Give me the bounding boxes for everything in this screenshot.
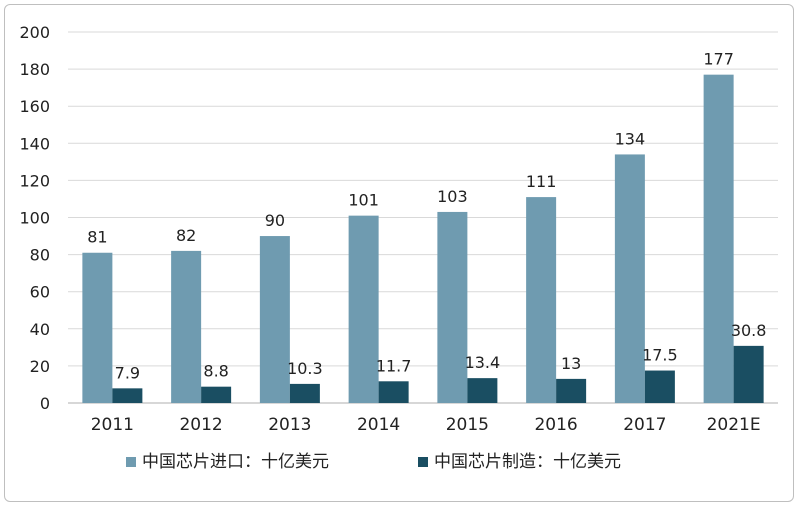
data-label-manufacturing: 13 bbox=[561, 354, 581, 373]
bar-imports bbox=[259, 236, 290, 403]
legend-label-imports: 中国芯片进口：十亿美元 bbox=[142, 452, 329, 472]
y-tick-label: 120 bbox=[19, 171, 50, 190]
y-tick-label: 200 bbox=[19, 23, 50, 42]
x-tick-label: 2016 bbox=[534, 415, 577, 435]
x-tick-label: 2011 bbox=[91, 415, 134, 435]
bars bbox=[82, 74, 764, 403]
bar-manufacturing bbox=[289, 383, 320, 403]
data-label-imports: 101 bbox=[348, 191, 379, 210]
legend-label-manufacturing: 中国芯片制造：十亿美元 bbox=[434, 452, 621, 472]
legend-swatch-manufacturing bbox=[418, 457, 428, 467]
bar-manufacturing bbox=[733, 345, 764, 403]
bar-imports bbox=[437, 211, 468, 403]
x-tick-label: 2015 bbox=[446, 415, 489, 435]
bar-manufacturing bbox=[112, 388, 143, 403]
legend-swatch-imports bbox=[126, 457, 136, 467]
data-label-imports: 103 bbox=[437, 187, 468, 206]
data-label-manufacturing: 10.3 bbox=[287, 359, 323, 378]
x-tick-label: 2013 bbox=[268, 415, 311, 435]
data-label-imports: 134 bbox=[615, 129, 646, 148]
y-tick-label: 140 bbox=[19, 134, 50, 153]
data-label-imports: 177 bbox=[703, 50, 734, 69]
bar-imports bbox=[526, 197, 557, 403]
data-labels: 81 7.9 82 8.8 90 10.3 101 11.7 103 13.4 111 13 134 17… bbox=[87, 50, 766, 383]
y-tick-label: 0 bbox=[40, 394, 50, 413]
data-label-manufacturing: 11.7 bbox=[376, 356, 412, 375]
bar-imports bbox=[614, 154, 645, 403]
y-tick-label: 60 bbox=[30, 283, 50, 302]
y-tick-label: 80 bbox=[30, 246, 50, 265]
y-tick-label: 40 bbox=[30, 320, 50, 339]
x-tick-label: 2012 bbox=[179, 415, 222, 435]
data-label-manufacturing: 30.8 bbox=[731, 321, 767, 340]
x-axis: 2011 2012 2013 2014 2015 2016 2017 2021E bbox=[91, 415, 761, 435]
data-label-imports: 82 bbox=[176, 226, 196, 245]
data-label-imports: 81 bbox=[87, 228, 107, 247]
chart-frame bbox=[4, 4, 794, 502]
x-tick-label: 2014 bbox=[357, 415, 400, 435]
bar-manufacturing bbox=[467, 378, 498, 403]
data-label-manufacturing: 8.8 bbox=[203, 362, 228, 381]
y-tick-label: 160 bbox=[19, 97, 50, 116]
bar-manufacturing bbox=[644, 370, 675, 403]
bar-manufacturing bbox=[556, 378, 587, 403]
y-tick-label: 20 bbox=[30, 357, 50, 376]
bar-manufacturing bbox=[201, 386, 232, 403]
bar-imports bbox=[348, 215, 379, 403]
data-label-imports: 90 bbox=[265, 211, 285, 230]
y-tick-label: 100 bbox=[19, 209, 50, 228]
data-label-manufacturing: 17.5 bbox=[642, 346, 678, 365]
x-tick-label: 2021E bbox=[707, 415, 761, 435]
legend: 中国芯片进口：十亿美元 中国芯片制造：十亿美元 bbox=[126, 452, 621, 472]
bar-imports bbox=[703, 74, 734, 403]
y-tick-label: 180 bbox=[19, 60, 50, 79]
data-label-manufacturing: 13.4 bbox=[465, 353, 501, 372]
data-label-manufacturing: 7.9 bbox=[115, 363, 140, 382]
data-label-imports: 111 bbox=[526, 172, 557, 191]
bar-imports bbox=[82, 252, 113, 403]
bar-imports bbox=[171, 250, 202, 403]
x-tick-label: 2017 bbox=[623, 415, 666, 435]
bar-manufacturing bbox=[378, 381, 409, 403]
